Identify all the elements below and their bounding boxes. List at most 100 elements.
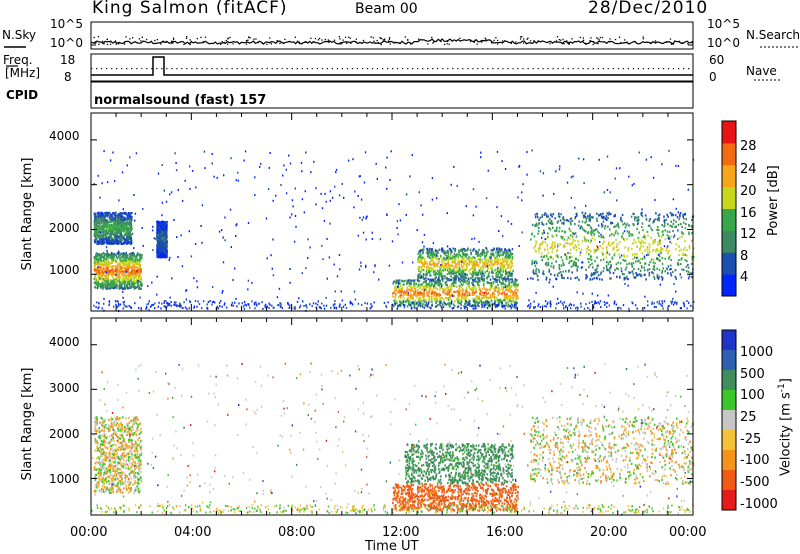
power-cell (136, 252, 139, 255)
power-cell (504, 252, 507, 255)
power-cell (627, 278, 629, 281)
power-cell (405, 300, 407, 303)
power-cell (413, 303, 416, 306)
power-cell (435, 282, 438, 285)
power-cell (114, 226, 116, 229)
power-cell (139, 266, 141, 269)
power-cell (126, 256, 129, 259)
power-cell (514, 304, 517, 307)
power-cell (159, 224, 162, 228)
power-cell (104, 276, 107, 279)
power-cell (563, 219, 565, 222)
power-cell (395, 281, 397, 284)
power-cell (667, 272, 669, 275)
power-cell (638, 231, 640, 234)
power-cell (404, 279, 406, 282)
power-cell (508, 264, 510, 268)
power-cell (649, 260, 651, 264)
power-cell (588, 266, 590, 269)
power-cell (441, 265, 444, 268)
power-cell (433, 280, 436, 283)
power-cell (502, 270, 504, 273)
power-cell (493, 287, 495, 290)
power-cell (545, 278, 548, 281)
power-cell (641, 222, 644, 225)
power-cell (462, 269, 465, 273)
power-cell (401, 286, 404, 289)
power-cell (665, 267, 668, 270)
power-cell (513, 282, 516, 286)
power-cell (661, 256, 664, 259)
power-cell (489, 282, 491, 285)
power-cell (410, 287, 412, 290)
power-cell (127, 212, 130, 215)
power-cell (418, 255, 420, 258)
power-cell (400, 302, 402, 305)
power-cell (487, 304, 490, 307)
power-cell (422, 287, 425, 290)
power-cell (477, 280, 479, 284)
power-cell (545, 276, 548, 279)
power-cell (624, 226, 627, 229)
power-cell (109, 219, 112, 222)
power-cell (437, 280, 439, 283)
power-cell (114, 222, 117, 225)
power-cell (447, 286, 450, 290)
power-cell (123, 230, 125, 233)
power-cell (125, 238, 127, 241)
power-cell (542, 270, 545, 273)
power-cell (117, 226, 119, 229)
power-cell (574, 223, 576, 226)
power-cell (426, 248, 429, 251)
power-cell (399, 281, 401, 284)
power-cell (109, 229, 112, 232)
power-cell (422, 303, 424, 306)
power-cell (113, 273, 116, 276)
power-cell (112, 253, 115, 257)
power-cell (119, 228, 122, 231)
power-cell (109, 220, 112, 223)
power-cell (417, 261, 419, 264)
power-cell (582, 214, 585, 217)
power-cell (123, 283, 126, 287)
power-cell (95, 270, 98, 273)
power-cell (140, 277, 142, 280)
power-cell (423, 298, 426, 301)
power-cell (129, 241, 131, 244)
power-cell (419, 299, 422, 302)
power-cell (114, 228, 117, 232)
power-cell (438, 303, 441, 306)
power-cell (106, 267, 109, 270)
power-cell (428, 298, 430, 301)
power-cell (557, 255, 559, 259)
power-cell (495, 280, 497, 283)
power-cell (615, 263, 618, 266)
power-cell (648, 268, 651, 271)
power-cell (467, 257, 469, 260)
power-cell (668, 237, 671, 240)
power-cell (428, 288, 431, 291)
power-cell (560, 256, 563, 259)
power-cell (419, 257, 421, 260)
power-cell (542, 223, 545, 226)
power-cell (454, 264, 457, 267)
power-cell (459, 294, 462, 297)
power-cell (457, 256, 459, 259)
power-cell (463, 248, 466, 251)
power-cell (501, 274, 504, 277)
power-cell (578, 220, 580, 223)
power-cell (439, 268, 442, 271)
power-cell (421, 263, 424, 267)
power-cell (585, 218, 588, 221)
power-cell (581, 220, 584, 223)
power-cell (437, 278, 440, 281)
power-cell (430, 293, 433, 296)
power-cell (101, 271, 104, 274)
power-cell (112, 277, 115, 280)
power-cell (407, 294, 410, 297)
power-cell (472, 297, 474, 300)
power-cell (481, 250, 484, 253)
power-cell (126, 239, 129, 243)
power-cell (425, 287, 428, 291)
power-cell (119, 282, 121, 286)
